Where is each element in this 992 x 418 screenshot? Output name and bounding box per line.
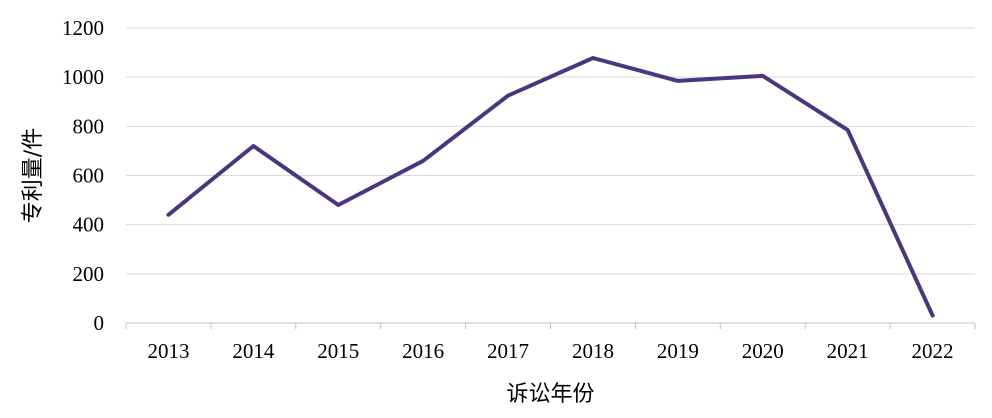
x-tick-label: 2016 bbox=[402, 339, 444, 363]
y-tick-labels: 0 200 400 600 800 1000 1200 bbox=[62, 16, 104, 335]
y-tick-label: 800 bbox=[73, 114, 105, 138]
gridlines bbox=[126, 27, 975, 275]
y-axis-label: 专利量/件 bbox=[21, 128, 46, 223]
x-tick-label: 2021 bbox=[827, 339, 869, 363]
x-tick-label: 2015 bbox=[317, 339, 359, 363]
x-tick-label: 2017 bbox=[487, 339, 529, 363]
y-tick-label: 400 bbox=[73, 213, 105, 237]
x-ticks bbox=[125, 323, 976, 329]
x-axis-label: 诉讼年份 bbox=[506, 382, 594, 407]
y-tick-label: 200 bbox=[73, 262, 105, 286]
x-tick-label: 2020 bbox=[742, 339, 784, 363]
x-tick-label: 2022 bbox=[912, 339, 954, 363]
x-tick-label: 2018 bbox=[572, 339, 614, 363]
x-tick-label: 2013 bbox=[147, 339, 189, 363]
series-group bbox=[166, 56, 935, 318]
y-tick-label: 0 bbox=[94, 311, 105, 335]
series-line bbox=[166, 56, 935, 318]
y-tick-label: 600 bbox=[73, 164, 105, 188]
x-tick-labels: 2013 2014 2015 2016 2017 2018 2019 2020 2021 2022 bbox=[147, 339, 953, 363]
y-tick-label: 1200 bbox=[62, 16, 104, 40]
x-tick-label: 2014 bbox=[232, 339, 275, 363]
x-tick-label: 2019 bbox=[657, 339, 699, 363]
y-tick-label: 1000 bbox=[62, 65, 104, 89]
